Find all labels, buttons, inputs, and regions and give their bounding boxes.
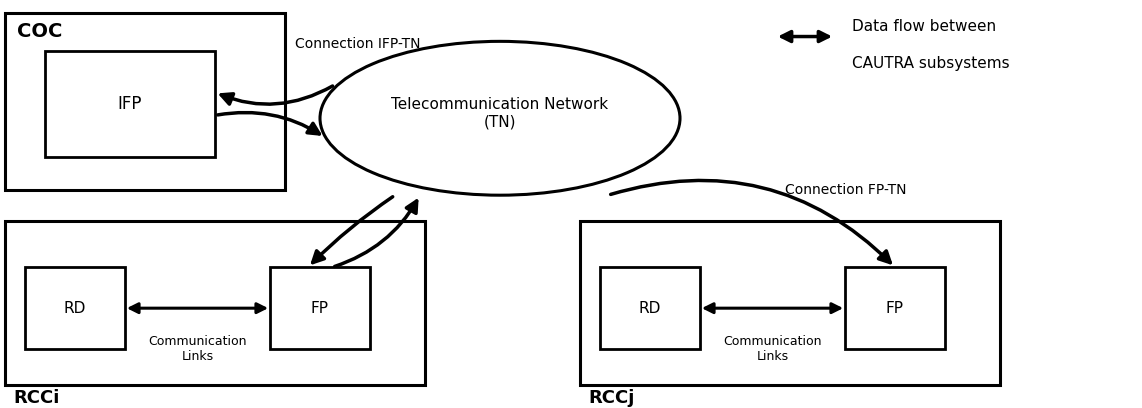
Text: Connection FP-TN: Connection FP-TN <box>785 183 907 197</box>
FancyBboxPatch shape <box>25 267 124 349</box>
Text: CAUTRA subsystems: CAUTRA subsystems <box>852 56 1010 71</box>
Text: RD: RD <box>638 301 661 316</box>
FancyBboxPatch shape <box>5 13 286 191</box>
FancyBboxPatch shape <box>580 221 1000 385</box>
FancyBboxPatch shape <box>845 267 944 349</box>
FancyBboxPatch shape <box>270 267 370 349</box>
Text: Communication
Links: Communication Links <box>148 335 247 363</box>
Text: IFP: IFP <box>118 95 143 113</box>
Text: FP: FP <box>311 301 329 316</box>
Text: RCCj: RCCj <box>588 389 634 408</box>
Text: COC: COC <box>17 22 63 41</box>
Text: Data flow between: Data flow between <box>852 20 996 34</box>
Text: RCCi: RCCi <box>13 389 59 408</box>
Text: RD: RD <box>64 301 86 316</box>
Text: Communication
Links: Communication Links <box>723 335 822 363</box>
Text: Connection IFP-TN: Connection IFP-TN <box>295 37 420 51</box>
FancyBboxPatch shape <box>600 267 700 349</box>
FancyBboxPatch shape <box>5 221 425 385</box>
Ellipse shape <box>320 41 679 195</box>
Text: Telecommunication Network
(TN): Telecommunication Network (TN) <box>392 97 609 130</box>
Text: FP: FP <box>886 301 904 316</box>
FancyBboxPatch shape <box>45 51 215 157</box>
